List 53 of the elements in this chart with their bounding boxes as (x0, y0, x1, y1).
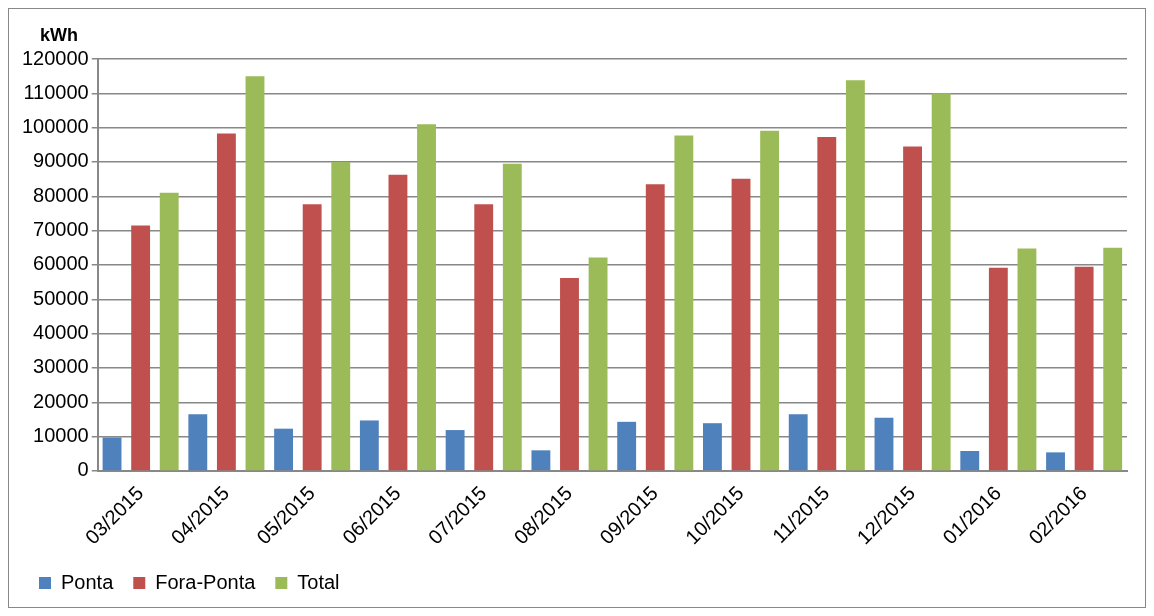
y-tick-label: 0 (77, 458, 89, 481)
y-tick-label: 80000 (33, 183, 89, 206)
bar (817, 136, 837, 471)
y-tick-label: 120000 (21, 46, 89, 69)
bar (359, 420, 379, 471)
bar (388, 174, 408, 471)
bar (188, 414, 208, 471)
bar (1046, 452, 1065, 471)
bar (788, 414, 808, 471)
y-tick-label: 100000 (21, 115, 89, 138)
y-tick-label: 40000 (33, 321, 89, 344)
bar (617, 421, 637, 471)
bar (216, 133, 236, 471)
bar (159, 192, 179, 471)
bar (645, 184, 665, 471)
bar (845, 80, 865, 471)
y-tick-label: 110000 (23, 80, 89, 103)
bar (731, 178, 751, 471)
bar (874, 417, 894, 471)
bar (1017, 248, 1037, 471)
bar (445, 430, 465, 471)
bar (674, 135, 694, 471)
bar (331, 161, 351, 471)
bar (903, 146, 923, 471)
y-tick-label: 20000 (33, 389, 89, 412)
bar (931, 93, 951, 471)
bar (302, 204, 322, 471)
bar (760, 130, 780, 471)
bar (474, 204, 494, 471)
bar (1074, 266, 1094, 471)
bar (988, 267, 1008, 471)
bar (1103, 247, 1123, 471)
y-axis-title: kWh (40, 24, 78, 45)
bar (102, 437, 122, 471)
bar (960, 451, 980, 471)
bar (131, 225, 151, 471)
y-tick-label: 50000 (33, 286, 89, 309)
bar (417, 124, 436, 471)
y-tick-label: 90000 (33, 149, 89, 172)
legend-label: Total (297, 570, 340, 593)
y-tick-label: 30000 (33, 355, 89, 378)
bar (560, 278, 579, 471)
y-tick-label: 60000 (33, 252, 89, 275)
y-tick-label: 70000 (33, 218, 89, 241)
legend-label: Fora-Ponta (155, 570, 257, 593)
bar (703, 423, 722, 471)
y-tick-label: 10000 (33, 424, 89, 447)
bar (245, 76, 265, 471)
legend-label: Ponta (61, 570, 115, 593)
bar (502, 163, 522, 471)
bar (531, 450, 551, 471)
bar (274, 428, 294, 471)
bar (588, 257, 608, 471)
